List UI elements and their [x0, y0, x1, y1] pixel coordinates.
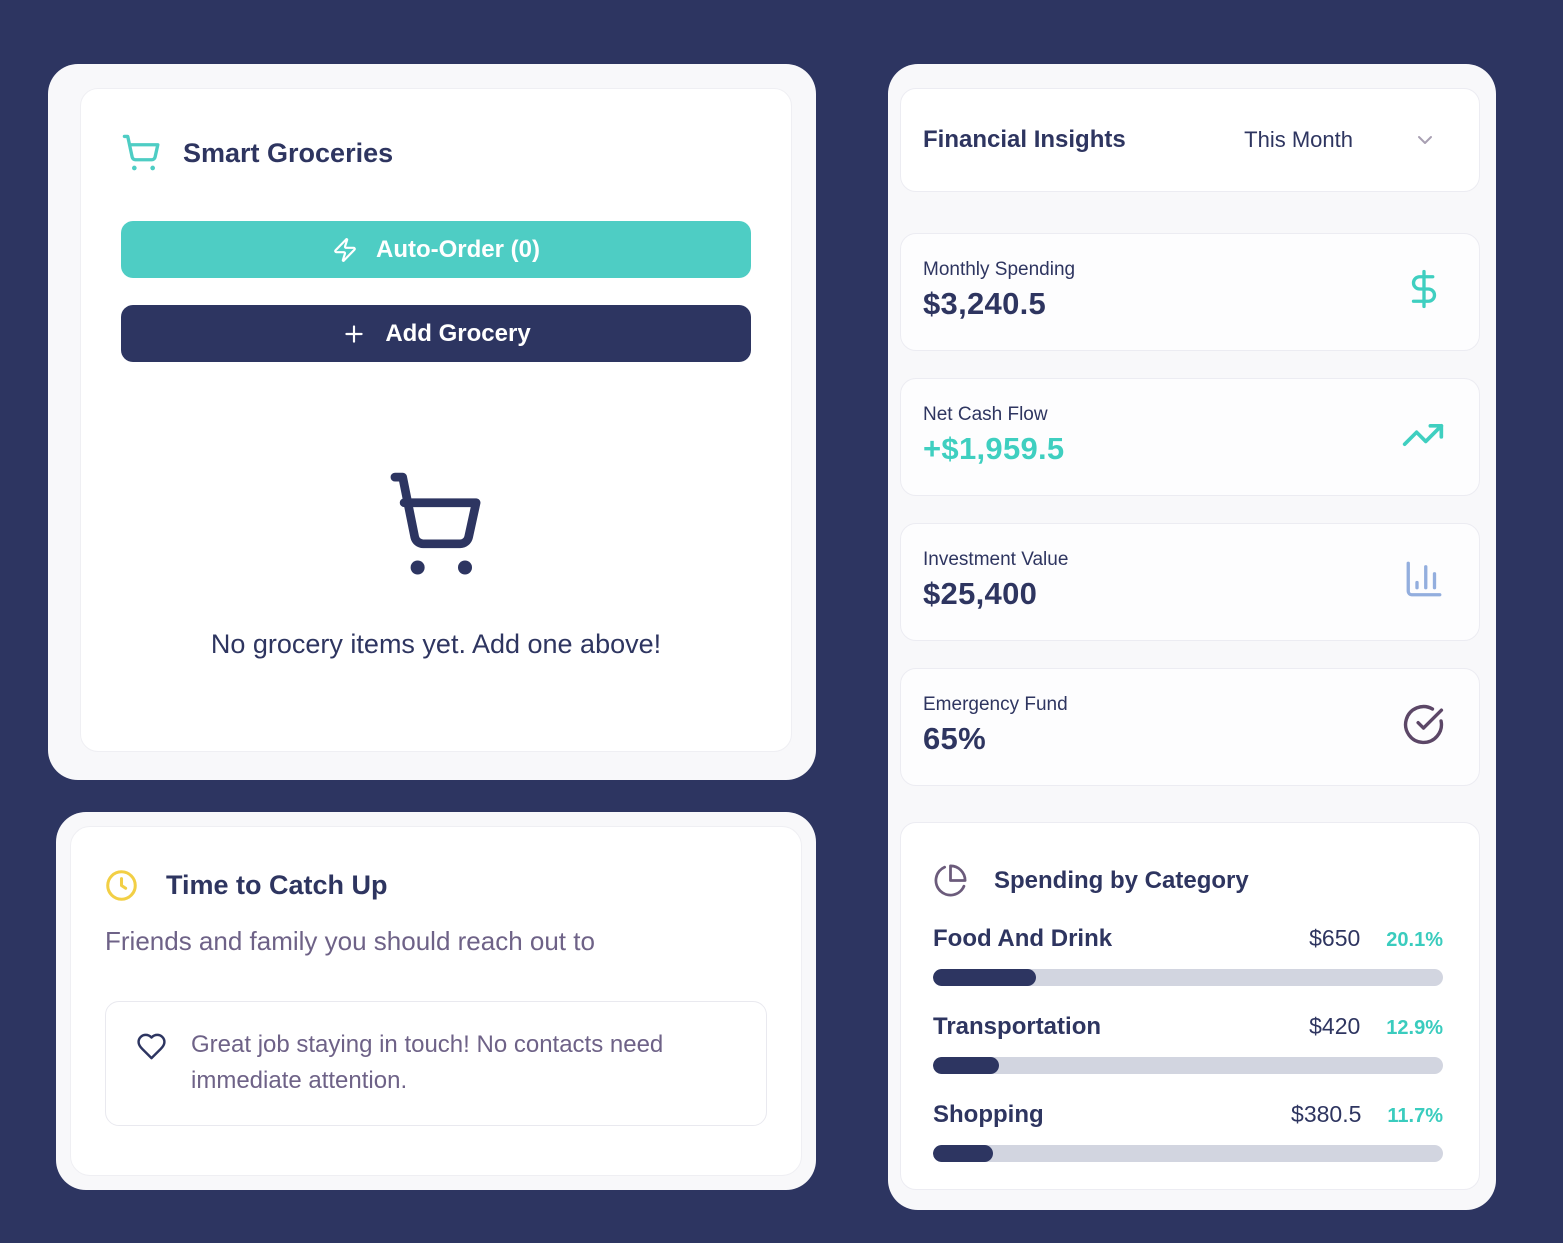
stat-card-investment-value: Investment Value $25,400: [900, 523, 1480, 641]
stat-card-emergency-fund: Emergency Fund 65%: [900, 668, 1480, 786]
bar-chart-icon: [1403, 558, 1445, 600]
stat-label: Emergency Fund: [923, 694, 1068, 715]
stat-label: Net Cash Flow: [923, 404, 1048, 425]
dollar-icon: [1403, 268, 1445, 310]
category-progress-bar: [933, 1145, 1443, 1162]
category-row-shopping: Shopping $380.5 11.7%: [933, 1101, 1443, 1162]
auto-order-button[interactable]: Auto-Order (0): [121, 221, 751, 278]
stat-card-monthly-spending: Monthly Spending $3,240.5: [900, 233, 1480, 351]
catchup-card: Time to Catch Up Friends and family you …: [70, 826, 802, 1176]
stat-label: Monthly Spending: [923, 259, 1076, 280]
category-progress-fill: [933, 1145, 993, 1162]
grocery-empty-state: No grocery items yet. Add one above!: [121, 466, 751, 660]
empty-cart-icon: [378, 466, 494, 582]
add-grocery-button[interactable]: Add Grocery: [121, 305, 751, 362]
stat-value: $25,400: [923, 576, 1038, 611]
clock-icon: [105, 869, 138, 902]
stat-card-net-cash-flow: Net Cash Flow +$1,959.5: [900, 378, 1480, 496]
category-name: Food And Drink: [933, 925, 1113, 952]
auto-order-label: Auto-Order (0): [376, 235, 540, 263]
catchup-panel: Time to Catch Up Friends and family you …: [56, 812, 816, 1190]
smart-groceries-panel: Smart Groceries Auto-Order (0) Add Groce…: [48, 64, 816, 780]
smart-groceries-title: Smart Groceries: [183, 137, 394, 168]
period-dropdown[interactable]: This Month: [1244, 127, 1453, 153]
stat-value: 65%: [923, 721, 986, 756]
catchup-subtitle: Friends and family you should reach out …: [105, 926, 595, 956]
stat-value: +$1,959.5: [923, 431, 1065, 466]
catchup-message-box: Great job staying in touch! No contacts …: [105, 1001, 767, 1126]
add-grocery-label: Add Grocery: [385, 319, 531, 347]
period-label: This Month: [1244, 127, 1353, 152]
catchup-message-text: Great job staying in touch! No contacts …: [191, 1031, 664, 1095]
financial-insights-title: Financial Insights: [923, 126, 1126, 153]
stat-value: $3,240.5: [923, 286, 1047, 321]
category-row-transportation: Transportation $420 12.9%: [933, 1013, 1443, 1074]
chevron-down-icon: [1413, 128, 1437, 152]
category-percent: 12.9%: [1386, 1017, 1443, 1039]
trending-up-icon: [1401, 413, 1445, 457]
category-progress-fill: [933, 969, 1036, 986]
financial-insights-header: Financial Insights This Month: [900, 88, 1480, 192]
category-row-food-and-drink: Food And Drink $650 20.1%: [933, 925, 1443, 986]
zap-icon: [332, 237, 358, 263]
financial-insights-panel: Financial Insights This Month Monthly Sp…: [888, 64, 1496, 1210]
catchup-title: Time to Catch Up: [166, 870, 388, 900]
pie-chart-icon: [933, 863, 968, 898]
category-amount: $380.5: [1291, 1101, 1362, 1127]
category-percent: 20.1%: [1386, 929, 1443, 951]
cart-icon: [121, 133, 161, 173]
stat-label: Investment Value: [923, 549, 1069, 570]
smart-groceries-header: Smart Groceries: [121, 133, 751, 173]
smart-groceries-card: Smart Groceries Auto-Order (0) Add Groce…: [80, 88, 792, 752]
category-progress-bar: [933, 969, 1443, 986]
heart-icon: [136, 1027, 167, 1062]
category-amount: $420: [1309, 1013, 1361, 1039]
spending-by-category-title: Spending by Category: [994, 866, 1249, 894]
spending-by-category-card: Spending by Category Food And Drink $650…: [900, 822, 1480, 1190]
plus-icon: [341, 321, 367, 347]
check-circle-icon: [1402, 703, 1445, 746]
category-percent: 11.7%: [1387, 1105, 1443, 1127]
category-name: Shopping: [933, 1101, 1044, 1128]
category-amount: $650: [1309, 925, 1361, 951]
grocery-empty-message: No grocery items yet. Add one above!: [210, 629, 662, 659]
category-name: Transportation: [933, 1013, 1102, 1040]
category-progress-fill: [933, 1057, 999, 1074]
category-progress-bar: [933, 1057, 1443, 1074]
